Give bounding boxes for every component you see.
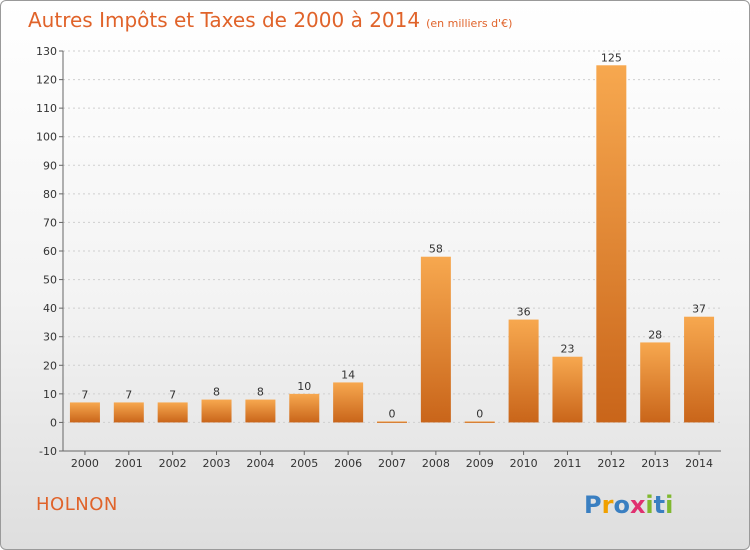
- y-tick-label: 50: [43, 274, 57, 287]
- data-label: 7: [125, 388, 132, 401]
- y-tick-label: 100: [36, 131, 57, 144]
- x-tick-label: 2009: [466, 457, 494, 470]
- y-tick-label: 130: [36, 45, 57, 58]
- data-label: 125: [601, 51, 622, 64]
- bar: [69, 402, 100, 423]
- data-label: 36: [517, 306, 531, 319]
- y-tick-label: 90: [43, 159, 57, 172]
- y-tick-label: 60: [43, 245, 57, 258]
- data-label: 10: [297, 380, 311, 393]
- x-tick-label: 2010: [510, 457, 538, 470]
- x-tick-label: 2001: [115, 457, 143, 470]
- x-tick-label: 2004: [246, 457, 274, 470]
- data-label: 0: [389, 407, 396, 420]
- logo-letter: r: [601, 491, 614, 519]
- y-tick-label: 120: [36, 74, 57, 87]
- bar: [245, 399, 276, 423]
- bar: [640, 342, 671, 423]
- logo-letter: t: [653, 491, 666, 519]
- bar: [464, 421, 495, 423]
- bar: [377, 421, 407, 423]
- bar: [552, 356, 583, 423]
- bars: [69, 65, 715, 423]
- x-tick-label: 2006: [334, 457, 362, 470]
- data-label: 37: [692, 303, 706, 316]
- data-label: 8: [257, 386, 264, 399]
- data-label: 28: [648, 328, 662, 341]
- logo-letter: o: [613, 491, 630, 519]
- y-tick-label: 40: [43, 302, 57, 315]
- logo-letter: P: [584, 491, 602, 519]
- y-tick-label: 30: [43, 331, 57, 344]
- y-tick-label: 20: [43, 359, 57, 372]
- data-label: 7: [81, 388, 88, 401]
- x-tick-label: 2000: [71, 457, 99, 470]
- proxiti-logo: Proxiti: [584, 491, 673, 519]
- x-tick-label: 2007: [378, 457, 406, 470]
- data-label: 14: [341, 368, 355, 381]
- bar: [289, 393, 320, 423]
- bar: [113, 402, 144, 423]
- labels: 7 7 7 8 8 10 14 0 58 0 36 23 125 28 37: [81, 51, 706, 420]
- data-label: 0: [476, 407, 483, 420]
- data-label: 7: [169, 388, 176, 401]
- y-tick-label: 80: [43, 188, 57, 201]
- logo-letter: i: [645, 491, 654, 519]
- x-tick-label: 2005: [290, 457, 318, 470]
- bar: [508, 319, 539, 423]
- x-tick-label: 2003: [203, 457, 231, 470]
- bar: [420, 256, 451, 423]
- x-tick-label: 2008: [422, 457, 450, 470]
- chart-title: Autres Impôts et Taxes de 2000 à 2014 (en…: [28, 8, 512, 32]
- data-label: 8: [213, 386, 220, 399]
- chart-unit: (en milliers d'€): [426, 17, 513, 30]
- logo-letter: i: [665, 491, 674, 519]
- x-tick-label: 2012: [597, 457, 625, 470]
- bar: [201, 399, 232, 423]
- y-tick-label: -10: [39, 445, 57, 458]
- y-tick-label: 110: [36, 102, 57, 115]
- y-tick-label: 0: [50, 416, 57, 429]
- chart-title-text: Autres Impôts et Taxes de 2000 à 2014: [28, 8, 421, 32]
- bar: [157, 402, 188, 423]
- y-tick-label: 70: [43, 216, 57, 229]
- x-tick-label: 2002: [159, 457, 187, 470]
- data-label: 23: [560, 343, 574, 356]
- x-tick-label: 2014: [685, 457, 713, 470]
- town-name: HOLNON: [36, 494, 118, 515]
- data-label: 58: [429, 243, 443, 256]
- bar: [333, 382, 364, 423]
- x-tick-label: 2011: [553, 457, 581, 470]
- x-tick-label: 2013: [641, 457, 669, 470]
- logo-letter: x: [629, 491, 646, 519]
- y-tick-label: 10: [43, 388, 57, 401]
- bar: [596, 65, 627, 423]
- bar: [684, 316, 715, 423]
